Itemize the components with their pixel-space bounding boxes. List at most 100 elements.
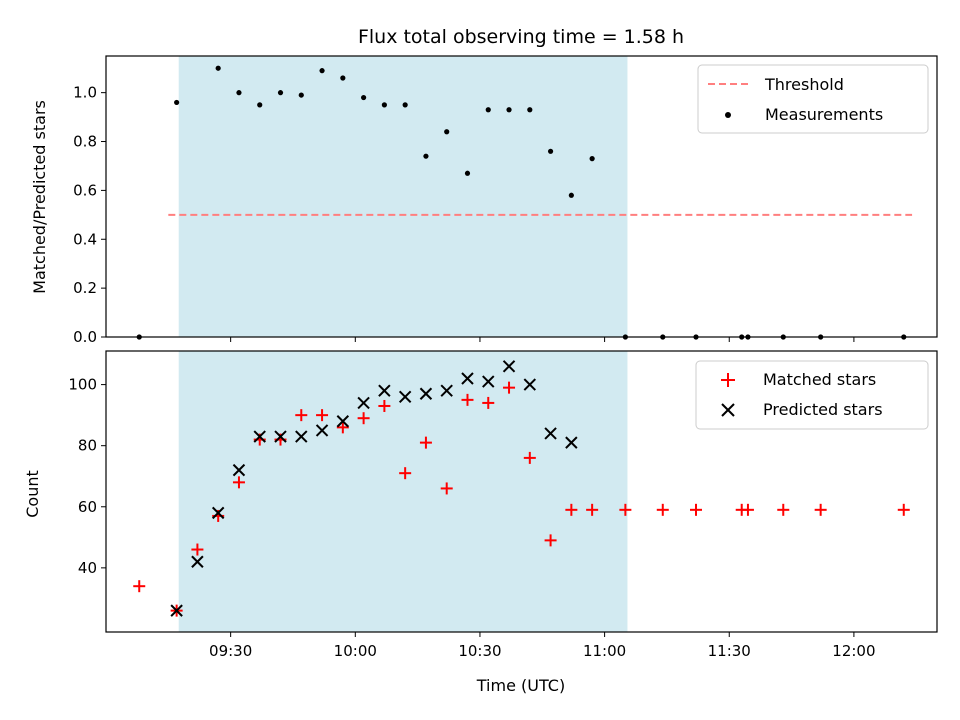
ratio-panel-frame xyxy=(105,55,938,338)
count-legend: Matched stars Predicted stars xyxy=(695,360,929,430)
legend-measurement-swatch xyxy=(725,112,731,118)
matched-point xyxy=(544,534,557,547)
x-tick-label: 12:00 xyxy=(832,642,875,660)
matched-points xyxy=(133,381,910,617)
predicted-point xyxy=(565,436,578,449)
measurement-point xyxy=(527,107,533,113)
count-y-ticks: 40 60 80 100 xyxy=(68,376,106,577)
matched-point xyxy=(777,503,790,516)
predicted-point xyxy=(482,375,495,388)
matched-point xyxy=(482,396,495,409)
measurement-point xyxy=(402,102,408,108)
legend-predicted-swatch xyxy=(721,403,735,417)
measurement-point xyxy=(423,153,429,159)
matched-point xyxy=(690,503,703,516)
predicted-point xyxy=(315,424,329,437)
predicted-point xyxy=(440,384,453,397)
predicted-point xyxy=(357,396,370,410)
legend-measurement-label: Measurements xyxy=(765,105,883,124)
matched-point xyxy=(440,482,453,495)
count-panel-frame xyxy=(105,350,938,633)
count-legend-box xyxy=(695,360,929,430)
ratio-y-label: Matched/Predicted stars xyxy=(30,100,49,294)
legend-matched-label: Matched stars xyxy=(763,370,876,389)
predicted-point xyxy=(253,430,266,443)
predicted-point xyxy=(523,378,537,391)
matched-point xyxy=(619,503,632,516)
legend-threshold-label: Threshold xyxy=(764,75,844,94)
predicted-point xyxy=(191,555,204,568)
predicted-point xyxy=(378,384,391,397)
predicted-point xyxy=(295,430,308,443)
measurement-point xyxy=(340,75,346,81)
matched-point xyxy=(399,467,412,480)
predicted-point xyxy=(232,463,246,477)
measurement-point xyxy=(485,107,491,113)
predicted-point xyxy=(419,387,433,400)
matched-point xyxy=(295,409,308,422)
y-tick-label: 0.0 xyxy=(73,328,97,346)
y-tick-label: 0.4 xyxy=(73,230,97,248)
measurement-point xyxy=(257,102,263,108)
measurement-point xyxy=(444,129,450,135)
x-tick-label: 11:00 xyxy=(583,642,626,660)
matched-point xyxy=(741,503,754,516)
x-tick-label: 10:30 xyxy=(458,642,501,660)
measurement-point xyxy=(298,92,304,98)
predicted-points xyxy=(170,360,578,617)
y-tick-label: 80 xyxy=(78,437,97,455)
ratio-y-ticks: 0.0 0.2 0.4 0.6 0.8 1.0 xyxy=(73,84,106,346)
legend-predicted-label: Predicted stars xyxy=(763,400,883,419)
predicted-point xyxy=(274,430,287,443)
matched-point xyxy=(503,381,516,394)
y-tick-label: 40 xyxy=(78,559,97,577)
chart-title: Flux total observing time = 1.58 h xyxy=(358,26,684,48)
measurement-point xyxy=(174,99,180,106)
y-tick-label: 100 xyxy=(68,376,97,394)
count-y-label: Count xyxy=(23,470,42,518)
y-tick-label: 60 xyxy=(78,498,97,516)
x-tick-label: 10:00 xyxy=(334,642,377,660)
matched-point xyxy=(461,393,474,406)
observing-window-span xyxy=(178,56,628,337)
measurement-point xyxy=(547,148,554,154)
measurement-point xyxy=(277,90,284,96)
x-tick-label: 09:30 xyxy=(209,642,252,660)
matched-point xyxy=(897,503,910,516)
x-axis-label: Time (UTC) xyxy=(476,676,565,695)
predicted-point xyxy=(170,604,183,617)
matched-point xyxy=(814,503,827,516)
matched-point xyxy=(316,409,329,422)
measurement-points xyxy=(136,65,907,340)
ratio-legend: Threshold Measurements xyxy=(697,64,929,134)
matched-point xyxy=(656,503,669,516)
y-tick-label: 1.0 xyxy=(73,84,97,102)
predicted-point xyxy=(461,372,474,385)
measurement-point xyxy=(589,156,595,162)
measurement-point xyxy=(381,102,387,108)
matched-point xyxy=(232,476,245,489)
matched-point xyxy=(419,436,432,449)
matched-point xyxy=(191,543,204,556)
matched-point xyxy=(336,421,349,434)
matched-point xyxy=(586,503,599,516)
predicted-point xyxy=(502,360,516,373)
matched-point xyxy=(133,580,146,593)
predicted-point xyxy=(544,427,557,440)
measurement-point xyxy=(236,90,242,96)
y-tick-label: 0.8 xyxy=(73,133,97,151)
ratio-panel: 0.0 0.2 0.4 0.6 0.8 1.0 Matched/Predicted sta… xyxy=(30,55,938,346)
count-panel: 40 60 80 100 09:30 10:00 10:30 11:00 11:30 12:00… xyxy=(23,350,938,695)
measurement-point xyxy=(568,192,574,198)
measurement-point xyxy=(361,94,367,101)
matched-point xyxy=(357,412,370,425)
legend-matched-swatch xyxy=(721,373,735,387)
matched-point xyxy=(565,503,578,516)
y-tick-label: 0.6 xyxy=(73,181,97,199)
observing-window-span-lower xyxy=(178,351,628,632)
predicted-point xyxy=(398,390,412,404)
measurement-point xyxy=(506,107,512,113)
measurement-point xyxy=(215,65,221,71)
predicted-point xyxy=(211,506,225,520)
